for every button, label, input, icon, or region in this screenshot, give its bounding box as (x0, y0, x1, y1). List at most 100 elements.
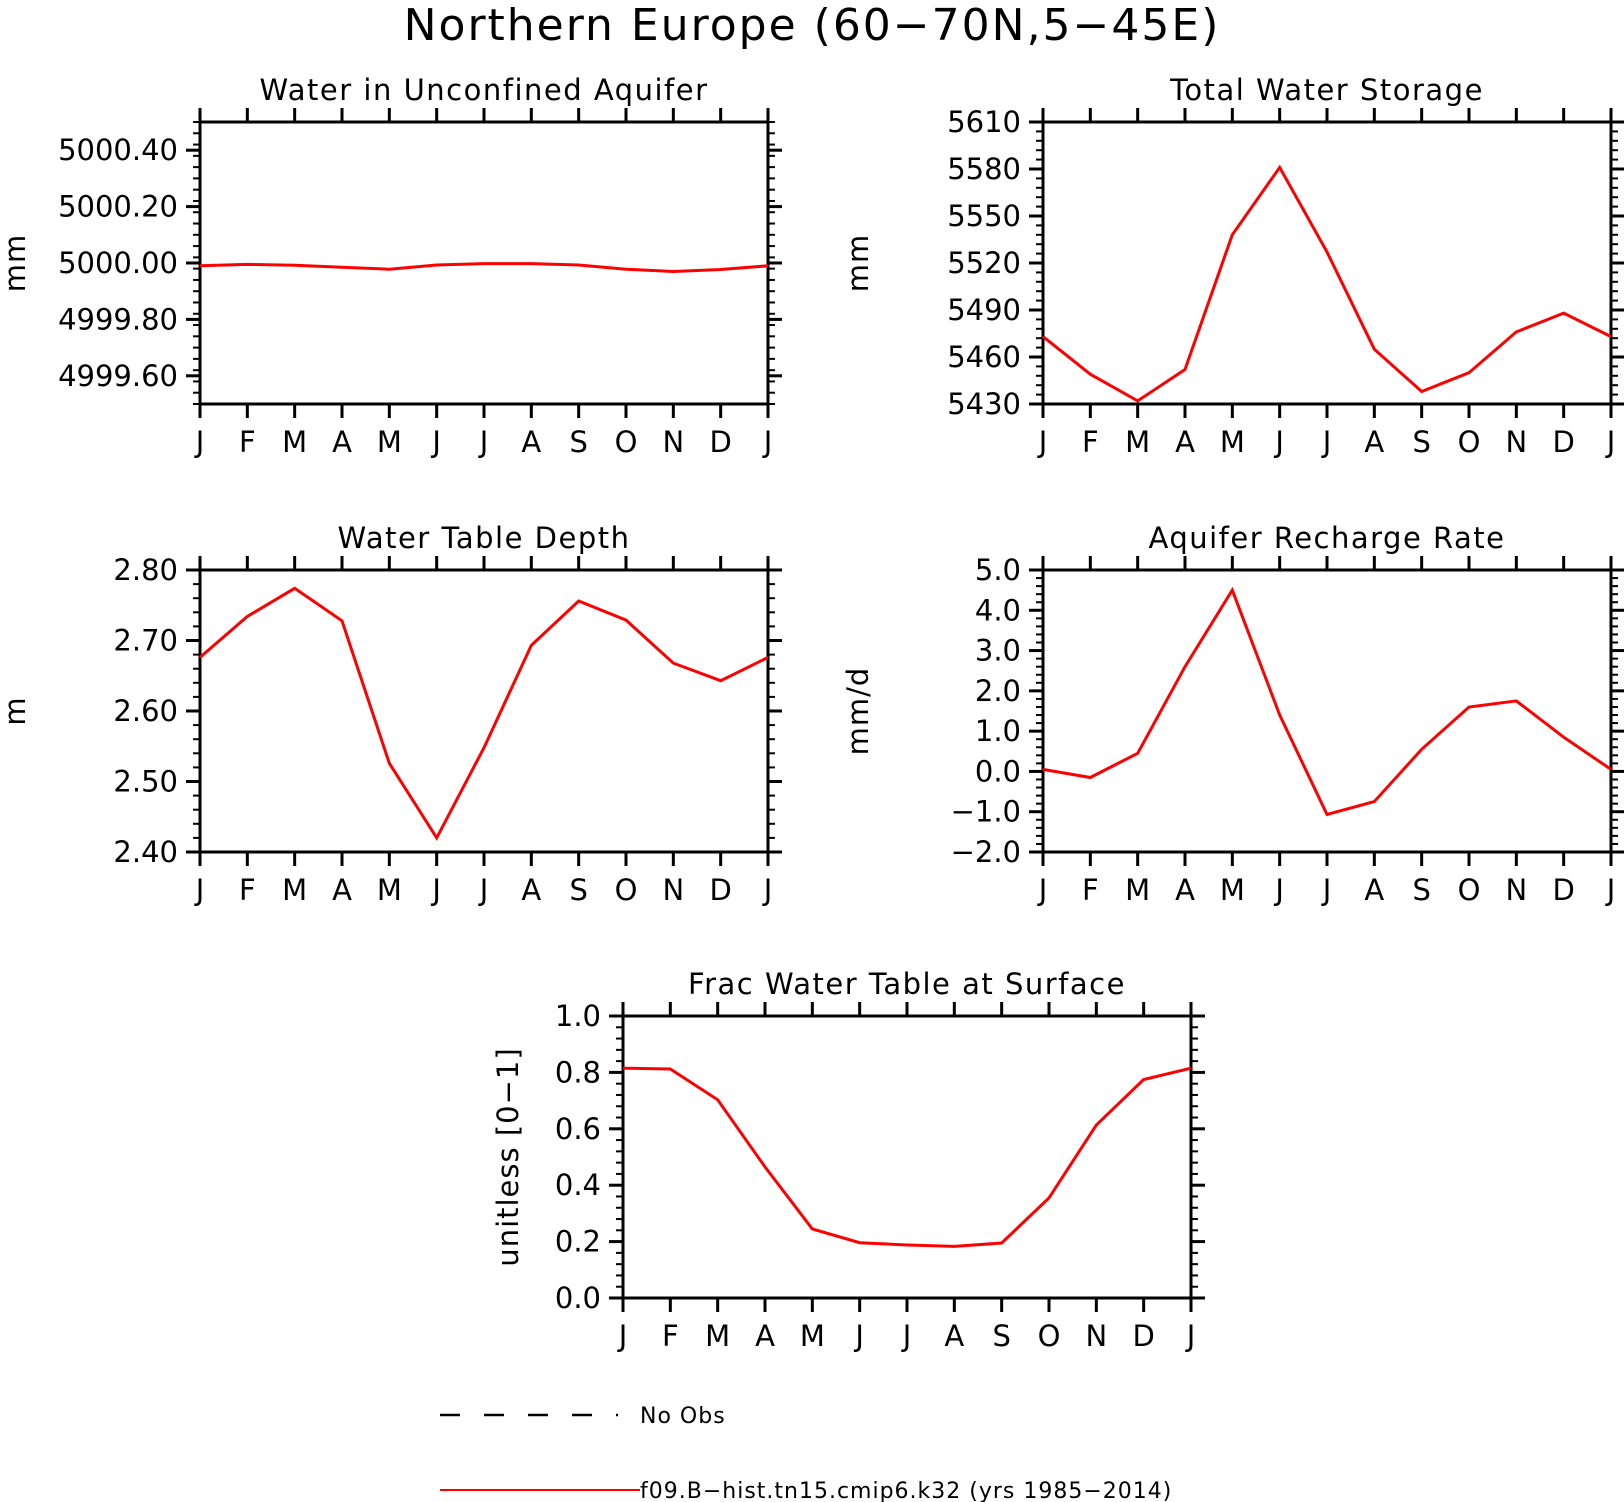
x-tick-label: J (1321, 425, 1332, 459)
y-axis-label: mm (841, 234, 875, 293)
y-tick-label: −1.0 (951, 795, 1021, 829)
plot-frame (1041, 568, 1613, 854)
x-tick-label: M (1220, 425, 1245, 459)
y-tick-label: 5000.40 (58, 133, 178, 167)
x-tick-label: J (1037, 873, 1048, 907)
x-tick-label: A (521, 873, 541, 907)
y-tick-label: 5490 (947, 293, 1021, 327)
y-tick-label: 0.6 (555, 1112, 601, 1146)
y-tick-label: 2.40 (113, 835, 178, 869)
x-tick-label: N (1505, 873, 1527, 907)
y-tick-label: 5000.20 (58, 190, 178, 224)
y-axis-label: mm/d (841, 667, 875, 756)
x-tick-label: M (1125, 873, 1150, 907)
y-tick-label: 5580 (947, 152, 1021, 186)
y-tick-label: 5520 (947, 246, 1021, 280)
x-tick-label: D (709, 425, 731, 459)
x-tick-label: M (282, 425, 307, 459)
x-tick-label: J (430, 425, 441, 459)
y-tick-label: 5.0 (975, 553, 1021, 587)
y-tick-label: 0.2 (555, 1225, 601, 1259)
legend-model-label: f09.B−hist.tn15.cmip6.k32 (yrs 1985−2014… (640, 1479, 1172, 1502)
x-tick-label: D (1552, 873, 1574, 907)
x-tick-label: J (1605, 873, 1616, 907)
x-tick-label: J (194, 873, 205, 907)
x-tick-label: J (1273, 873, 1284, 907)
y-tick-label: 5610 (947, 105, 1021, 139)
y-tick-label: 2.70 (113, 624, 178, 658)
x-tick-label: J (1185, 1319, 1196, 1353)
legend-obs-label: No Obs (640, 1404, 726, 1429)
y-axis-label: mm (0, 234, 32, 293)
figure-title: Northern Europe (60−70N,5−45E) (404, 0, 1221, 51)
y-tick-label: 5460 (947, 340, 1021, 374)
x-tick-label: J (762, 425, 773, 459)
y-tick-label: 5550 (947, 199, 1021, 233)
x-tick-label: J (617, 1319, 628, 1353)
x-tick-label: S (1412, 425, 1430, 459)
x-tick-label: A (1175, 873, 1195, 907)
x-tick-label: F (1082, 873, 1099, 907)
plot-frame (1041, 120, 1613, 406)
x-tick-label: J (1321, 873, 1332, 907)
panel-title: Water Table Depth (338, 521, 631, 555)
x-tick-label: J (1037, 425, 1048, 459)
y-tick-label: 3.0 (975, 634, 1021, 668)
plot-frame (621, 1014, 1193, 1300)
x-tick-label: A (944, 1319, 964, 1353)
y-tick-label: 4999.80 (58, 302, 178, 336)
y-axis-label: unitless [0−1] (491, 1047, 525, 1266)
x-tick-label: O (1458, 425, 1481, 459)
x-tick-label: O (615, 873, 638, 907)
x-tick-label: J (478, 425, 489, 459)
x-tick-label: M (1220, 873, 1245, 907)
y-tick-label: 4999.60 (58, 359, 178, 393)
y-tick-label: 1.0 (555, 999, 601, 1033)
x-tick-label: N (1085, 1319, 1107, 1353)
x-tick-label: D (709, 873, 731, 907)
x-tick-label: M (282, 873, 307, 907)
panel-title: Aquifer Recharge Rate (1148, 521, 1505, 555)
y-tick-label: 4.0 (975, 593, 1021, 627)
x-tick-label: A (1364, 425, 1384, 459)
x-tick-label: J (1605, 425, 1616, 459)
x-tick-label: D (1132, 1319, 1154, 1353)
x-tick-label: N (662, 873, 684, 907)
x-tick-label: A (755, 1319, 775, 1353)
x-tick-label: J (1273, 425, 1284, 459)
x-tick-label: J (853, 1319, 864, 1353)
x-tick-label: S (1412, 873, 1430, 907)
x-tick-label: M (705, 1319, 730, 1353)
series-line-model (199, 586, 769, 841)
x-tick-label: O (615, 425, 638, 459)
x-tick-label: A (1364, 873, 1384, 907)
y-tick-label: 0.0 (555, 1281, 601, 1315)
plot-frame (198, 568, 770, 854)
y-axis-label: m (0, 696, 32, 725)
y-tick-label: 2.60 (113, 694, 178, 728)
x-tick-label: J (430, 873, 441, 907)
x-tick-label: F (662, 1319, 679, 1353)
y-tick-label: 2.50 (113, 765, 178, 799)
x-tick-label: J (478, 873, 489, 907)
x-tick-label: F (239, 873, 256, 907)
x-tick-label: O (1038, 1319, 1061, 1353)
y-tick-label: 1.0 (975, 714, 1021, 748)
x-tick-label: M (1125, 425, 1150, 459)
y-tick-label: 5000.00 (58, 246, 178, 280)
y-tick-label: 0.4 (555, 1168, 601, 1202)
legend: No Obs f09.B−hist.tn15.cmip6.k32 (yrs 19… (440, 1404, 1172, 1502)
x-tick-label: D (1552, 425, 1574, 459)
x-tick-label: A (521, 425, 541, 459)
y-tick-label: −2.0 (951, 835, 1021, 869)
y-tick-label: 0.8 (555, 1055, 601, 1089)
series-line-model (199, 262, 769, 274)
x-tick-label: J (762, 873, 773, 907)
